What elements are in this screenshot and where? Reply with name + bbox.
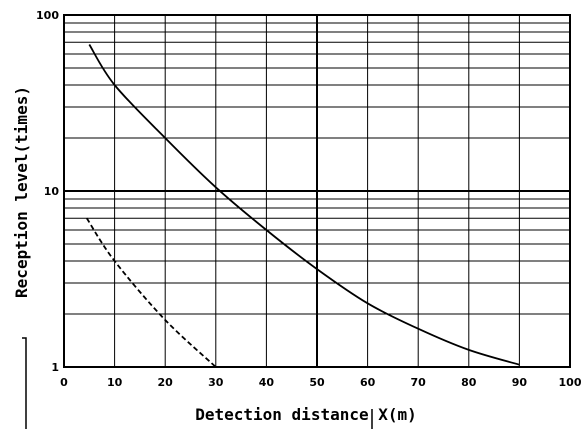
x-tick-label: 0 <box>60 376 68 389</box>
x-tick-label: 20 <box>158 376 174 389</box>
chart-grid <box>64 15 570 367</box>
x-tick-label: 50 <box>309 376 325 389</box>
series-line-solid <box>88 44 520 366</box>
x-tick-label: 100 <box>559 376 582 389</box>
x-tick-labels: 0 10 20 30 40 50 60 70 80 90 100 <box>60 376 582 389</box>
y-label-pointer <box>22 337 27 429</box>
chart-series <box>86 44 520 368</box>
x-tick-label: 60 <box>360 376 376 389</box>
x-tick-label: 90 <box>512 376 528 389</box>
y-axis-label: Reception level(times) <box>12 86 31 298</box>
series-line-dashed <box>86 217 217 368</box>
x-tick-label: 10 <box>107 376 123 389</box>
y-tick-labels: 1 10 100 <box>36 9 59 374</box>
x-tick-label: 80 <box>461 376 477 389</box>
x-tick-label: 40 <box>259 376 275 389</box>
y-tick-label: 1 <box>51 361 59 374</box>
x-axis-label: Detection distance X(m) <box>195 405 417 424</box>
plot-frame <box>63 14 571 368</box>
x-tick-label: 70 <box>411 376 427 389</box>
y-tick-label: 100 <box>36 9 59 22</box>
x-tick-label: 30 <box>208 376 224 389</box>
y-tick-label: 10 <box>44 185 60 198</box>
